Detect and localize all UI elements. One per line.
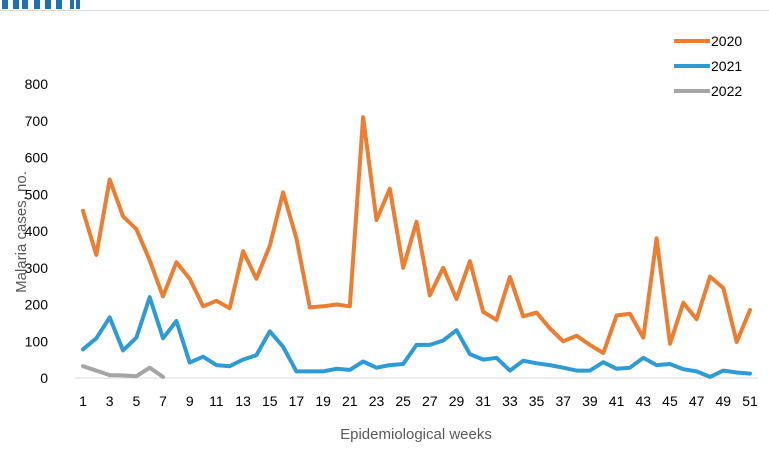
x-tick-label: 9 xyxy=(186,393,194,409)
y-tick-label: 800 xyxy=(25,76,49,92)
x-tick-label: 17 xyxy=(289,393,305,409)
series-lines xyxy=(83,117,750,377)
x-tick-label: 29 xyxy=(449,393,465,409)
y-tick-label: 0 xyxy=(40,370,48,386)
legend-label-2022: 2022 xyxy=(711,83,742,99)
x-tick-label: 1 xyxy=(79,393,87,409)
series-line-2020 xyxy=(83,117,750,353)
y-tick-label: 700 xyxy=(25,113,49,129)
x-tick-label: 35 xyxy=(529,393,545,409)
x-tick-label: 13 xyxy=(235,393,251,409)
y-tick-label: 600 xyxy=(25,150,49,166)
x-tick-label: 25 xyxy=(395,393,411,409)
x-axis-label: Epidemiological weeks xyxy=(340,426,492,443)
x-tick-label: 15 xyxy=(262,393,278,409)
x-tick-label: 23 xyxy=(369,393,385,409)
y-axis-label: Malaria cases, no. xyxy=(13,171,30,293)
legend: 2020 2021 2022 xyxy=(674,33,742,99)
x-tick-label: 47 xyxy=(689,393,705,409)
x-tick-label: 43 xyxy=(635,393,651,409)
x-tick-label: 37 xyxy=(555,393,571,409)
x-tick-label: 45 xyxy=(662,393,678,409)
series-line-2021 xyxy=(83,297,750,377)
x-tick-label: 3 xyxy=(106,393,114,409)
y-tick-label: 100 xyxy=(25,333,49,349)
x-tick-label: 51 xyxy=(742,393,758,409)
y-tick-label: 200 xyxy=(25,297,49,313)
x-tick-label: 49 xyxy=(716,393,732,409)
x-tick-label: 27 xyxy=(422,393,438,409)
series-line-2022 xyxy=(83,366,163,377)
legend-label-2020: 2020 xyxy=(711,33,742,49)
x-tick-label: 41 xyxy=(609,393,625,409)
x-tick-label: 39 xyxy=(582,393,598,409)
x-tick-label: 5 xyxy=(132,393,140,409)
x-tick-label: 11 xyxy=(209,393,224,409)
x-tick-label: 21 xyxy=(342,393,358,409)
legend-label-2021: 2021 xyxy=(711,58,742,74)
x-tick-label: 19 xyxy=(315,393,331,409)
x-tick-label: 31 xyxy=(475,393,491,409)
x-tick-label: 7 xyxy=(159,393,167,409)
x-axis-ticks: 1 3 5 7 9 11 13 15 17 19 21 23 25 27 29 31 33 35 37 39 41 43 4… xyxy=(79,393,758,409)
x-tick-label: 33 xyxy=(502,393,518,409)
